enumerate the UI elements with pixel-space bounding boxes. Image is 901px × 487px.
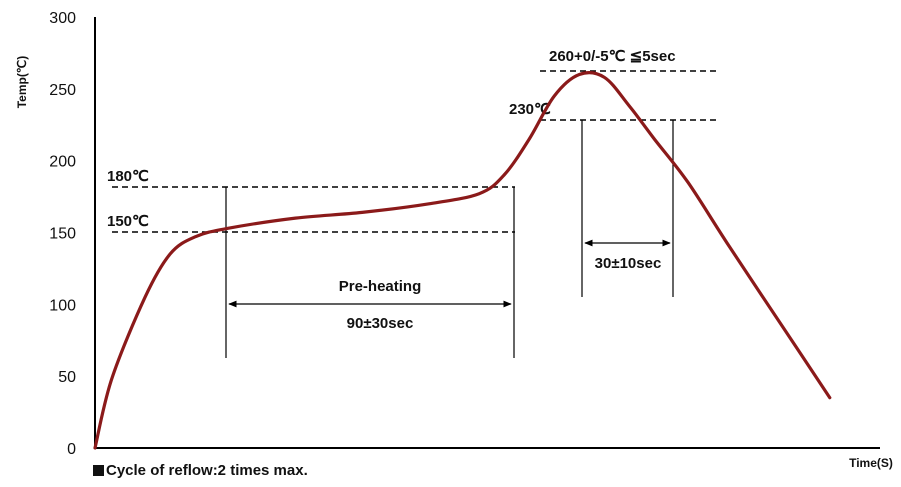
ref-label-260: 260+0/-5℃ ≦5sec xyxy=(549,48,676,65)
ref-label-150: 150℃ xyxy=(107,213,149,230)
y-tick-label: 200 xyxy=(49,154,76,171)
preheating-label: Pre-heating xyxy=(339,278,422,295)
y-tick-label: 0 xyxy=(67,441,76,458)
ref-label-230: 230℃ xyxy=(509,101,551,118)
y-tick-label: 50 xyxy=(58,369,76,386)
y-tick-labels: 0 50 100 150 200 250 300 xyxy=(49,10,76,458)
preheat-duration-label: 90±30sec xyxy=(347,315,414,332)
x-axis-label: Time(S) xyxy=(849,456,893,470)
y-tick-label: 300 xyxy=(49,10,76,27)
reflow-cycle-text: Cycle of reflow:2 times max. xyxy=(106,462,308,479)
square-bullet-icon xyxy=(93,465,104,476)
reflow-cycle-note: Cycle of reflow:2 times max. xyxy=(93,462,308,479)
y-tick-label: 150 xyxy=(49,226,76,243)
y-tick-label: 100 xyxy=(49,297,76,314)
peak-duration-label: 30±10sec xyxy=(595,255,662,272)
temperature-profile-line xyxy=(93,71,832,450)
y-tick-label: 250 xyxy=(49,82,76,99)
y-axis-label: Temp(℃) xyxy=(15,56,29,109)
ref-label-180: 180℃ xyxy=(107,168,149,185)
